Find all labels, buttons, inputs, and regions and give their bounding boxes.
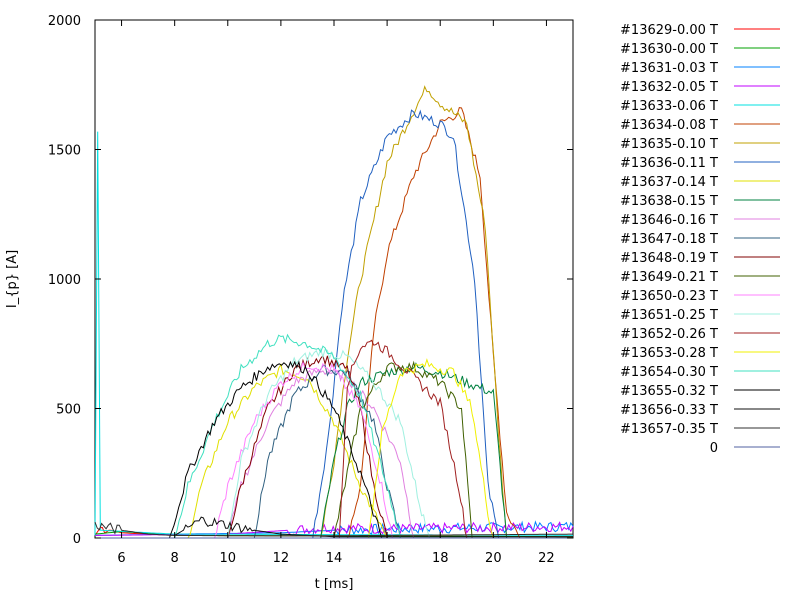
series-line	[253, 364, 401, 539]
legend-label: #13656-0.33 T	[620, 403, 718, 418]
legend-label: #13646-0.16 T	[620, 213, 718, 228]
y-tick-label: 0	[73, 532, 81, 547]
legend: #13629-0.00 T #13630-0.00 T #13631-0.03 T #…	[620, 23, 780, 456]
y-tick-label: 500	[56, 403, 81, 418]
series-line	[346, 107, 521, 539]
legend-label: #13650-0.23 T	[620, 289, 718, 304]
legend-label: #13651-0.25 T	[620, 308, 718, 323]
series-line	[320, 85, 508, 539]
y-tick-label: 1000	[48, 273, 81, 288]
legend-label: #13648-0.19 T	[620, 251, 718, 266]
x-axis-label: t [ms]	[315, 577, 354, 592]
series-group	[94, 85, 574, 539]
legend-label: #13636-0.11 T	[620, 156, 718, 171]
x-tick-label: 16	[379, 551, 396, 566]
y-tick-label: 2000	[48, 14, 81, 29]
legend-label: #13635-0.10 T	[620, 137, 718, 152]
legend-label: #13634-0.08 T	[620, 118, 718, 133]
legend-label: #13653-0.28 T	[620, 346, 718, 361]
series-line	[368, 358, 494, 539]
series-line	[333, 360, 473, 539]
legend-label: 0	[710, 441, 718, 456]
y-axis-label: I_{p} [A]	[5, 250, 20, 308]
legend-label: #13633-0.06 T	[620, 99, 718, 114]
legend-label: #13632-0.05 T	[620, 80, 718, 95]
legend-label: #13647-0.18 T	[620, 232, 718, 247]
series-line	[187, 363, 388, 539]
legend-label: #13631-0.03 T	[620, 61, 718, 76]
axis-ticks: 6 8 10 12 14 16 18 20 22 0 500 1000 1500 2000	[48, 14, 573, 566]
series-line	[320, 362, 508, 539]
x-tick-label: 20	[485, 551, 502, 566]
legend-label: #13638-0.15 T	[620, 194, 718, 209]
legend-label: #13630-0.00 T	[620, 42, 718, 57]
legend-label: #13637-0.14 T	[620, 175, 718, 190]
x-tick-label: 22	[538, 551, 555, 566]
series-line	[174, 516, 573, 538]
x-tick-label: 6	[117, 551, 125, 566]
x-tick-label: 18	[432, 551, 449, 566]
series-line	[174, 333, 401, 539]
legend-label: #13649-0.21 T	[620, 270, 718, 285]
legend-label: #13652-0.26 T	[620, 327, 718, 342]
y-tick-label: 1500	[48, 144, 81, 159]
series-line	[168, 360, 383, 539]
series-line	[214, 361, 393, 539]
x-tick-label: 8	[171, 551, 179, 566]
legend-label: #13655-0.32 T	[620, 384, 718, 399]
legend-label: #13657-0.35 T	[620, 422, 718, 437]
x-tick-label: 14	[326, 551, 343, 566]
x-tick-label: 10	[220, 551, 237, 566]
series-line	[312, 109, 500, 539]
x-tick-label: 12	[273, 551, 290, 566]
legend-label: #13654-0.30 T	[620, 365, 718, 380]
series-line	[338, 339, 468, 539]
series-line	[227, 367, 415, 539]
legend-label: #13629-0.00 T	[620, 23, 718, 38]
series-line	[227, 347, 431, 539]
